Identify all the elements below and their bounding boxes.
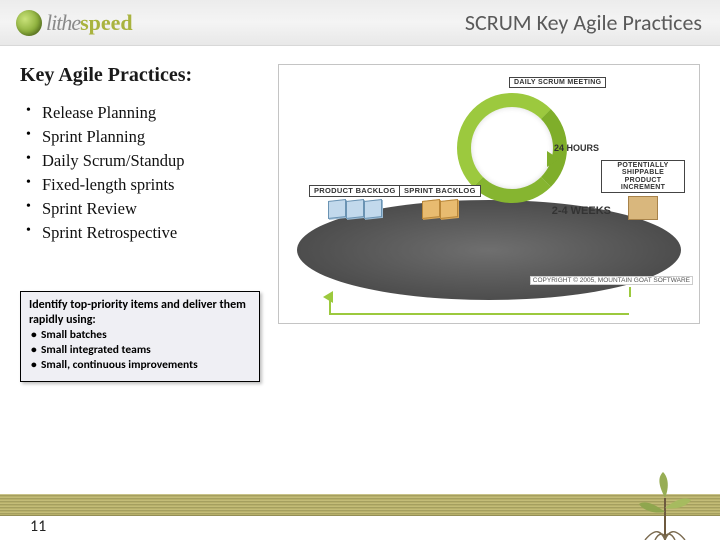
daily-scrum-label: DAILY SCRUM MEETING bbox=[509, 77, 606, 88]
callout-item: Small, continuous improvements bbox=[29, 358, 251, 373]
callout-item: Small integrated teams bbox=[29, 343, 251, 358]
footer-bar bbox=[0, 516, 720, 540]
shippable-node: POTENTIALLY SHIPPABLE PRODUCT INCREMENT bbox=[601, 160, 685, 220]
sprint-backlog-label: SPRINT BACKLOG bbox=[399, 185, 481, 197]
callout-lead: Identify top-priority items and deliver … bbox=[29, 298, 251, 328]
callout-item: Small batches bbox=[29, 328, 251, 343]
weeks-label: 2-4 WEEKS bbox=[552, 205, 611, 217]
plant-icon bbox=[635, 470, 695, 540]
list-item: Sprint Planning bbox=[20, 125, 260, 149]
logo-word-bold: speed bbox=[80, 10, 133, 35]
section-heading: Key Agile Practices: bbox=[20, 64, 260, 87]
list-item: Sprint Retrospective bbox=[20, 221, 260, 245]
logo-word-thin: lithe bbox=[46, 10, 80, 35]
product-backlog-label: PRODUCT BACKLOG bbox=[309, 185, 401, 197]
callout-box: Identify top-priority items and deliver … bbox=[20, 291, 260, 382]
hours-label: 24 HOURS bbox=[554, 143, 599, 153]
cube-stack-icon bbox=[422, 200, 458, 218]
practices-list: Release Planning Sprint Planning Daily S… bbox=[20, 101, 260, 245]
sprint-backlog-node: SPRINT BACKLOG bbox=[399, 185, 481, 218]
logo-text: lithespeed bbox=[46, 10, 133, 36]
daily-scrum-node: DAILY SCRUM MEETING bbox=[509, 77, 606, 91]
header-bar: lithespeed SCRUM Key Agile Practices bbox=[0, 0, 720, 46]
footer-texture bbox=[0, 494, 720, 516]
footer bbox=[0, 494, 720, 540]
list-item: Fixed-length sprints bbox=[20, 173, 260, 197]
slide-title: SCRUM Key Agile Practices bbox=[465, 9, 702, 36]
page-number: 11 bbox=[30, 517, 46, 536]
product-backlog-node: PRODUCT BACKLOG bbox=[309, 185, 401, 218]
scrum-diagram: DAILY SCRUM MEETING PRODUCT BACKLOG SPRI… bbox=[278, 64, 700, 324]
logo: lithespeed bbox=[16, 10, 133, 36]
cube-stack-icon bbox=[328, 200, 382, 218]
diagram-copyright: COPYRIGHT © 2005, MOUNTAIN GOAT SOFTWARE bbox=[530, 276, 693, 285]
logo-orb-icon bbox=[16, 10, 42, 36]
list-item: Sprint Review bbox=[20, 197, 260, 221]
list-item: Daily Scrum/Standup bbox=[20, 149, 260, 173]
shippable-label: POTENTIALLY SHIPPABLE PRODUCT INCREMENT bbox=[601, 160, 685, 193]
left-column: Key Agile Practices: Release Planning Sp… bbox=[20, 64, 260, 382]
content-area: Key Agile Practices: Release Planning Sp… bbox=[0, 46, 720, 382]
box-icon bbox=[628, 196, 658, 220]
list-item: Release Planning bbox=[20, 101, 260, 125]
callout-list: Small batches Small integrated teams Sma… bbox=[29, 328, 251, 373]
return-arrow-icon bbox=[329, 297, 629, 315]
